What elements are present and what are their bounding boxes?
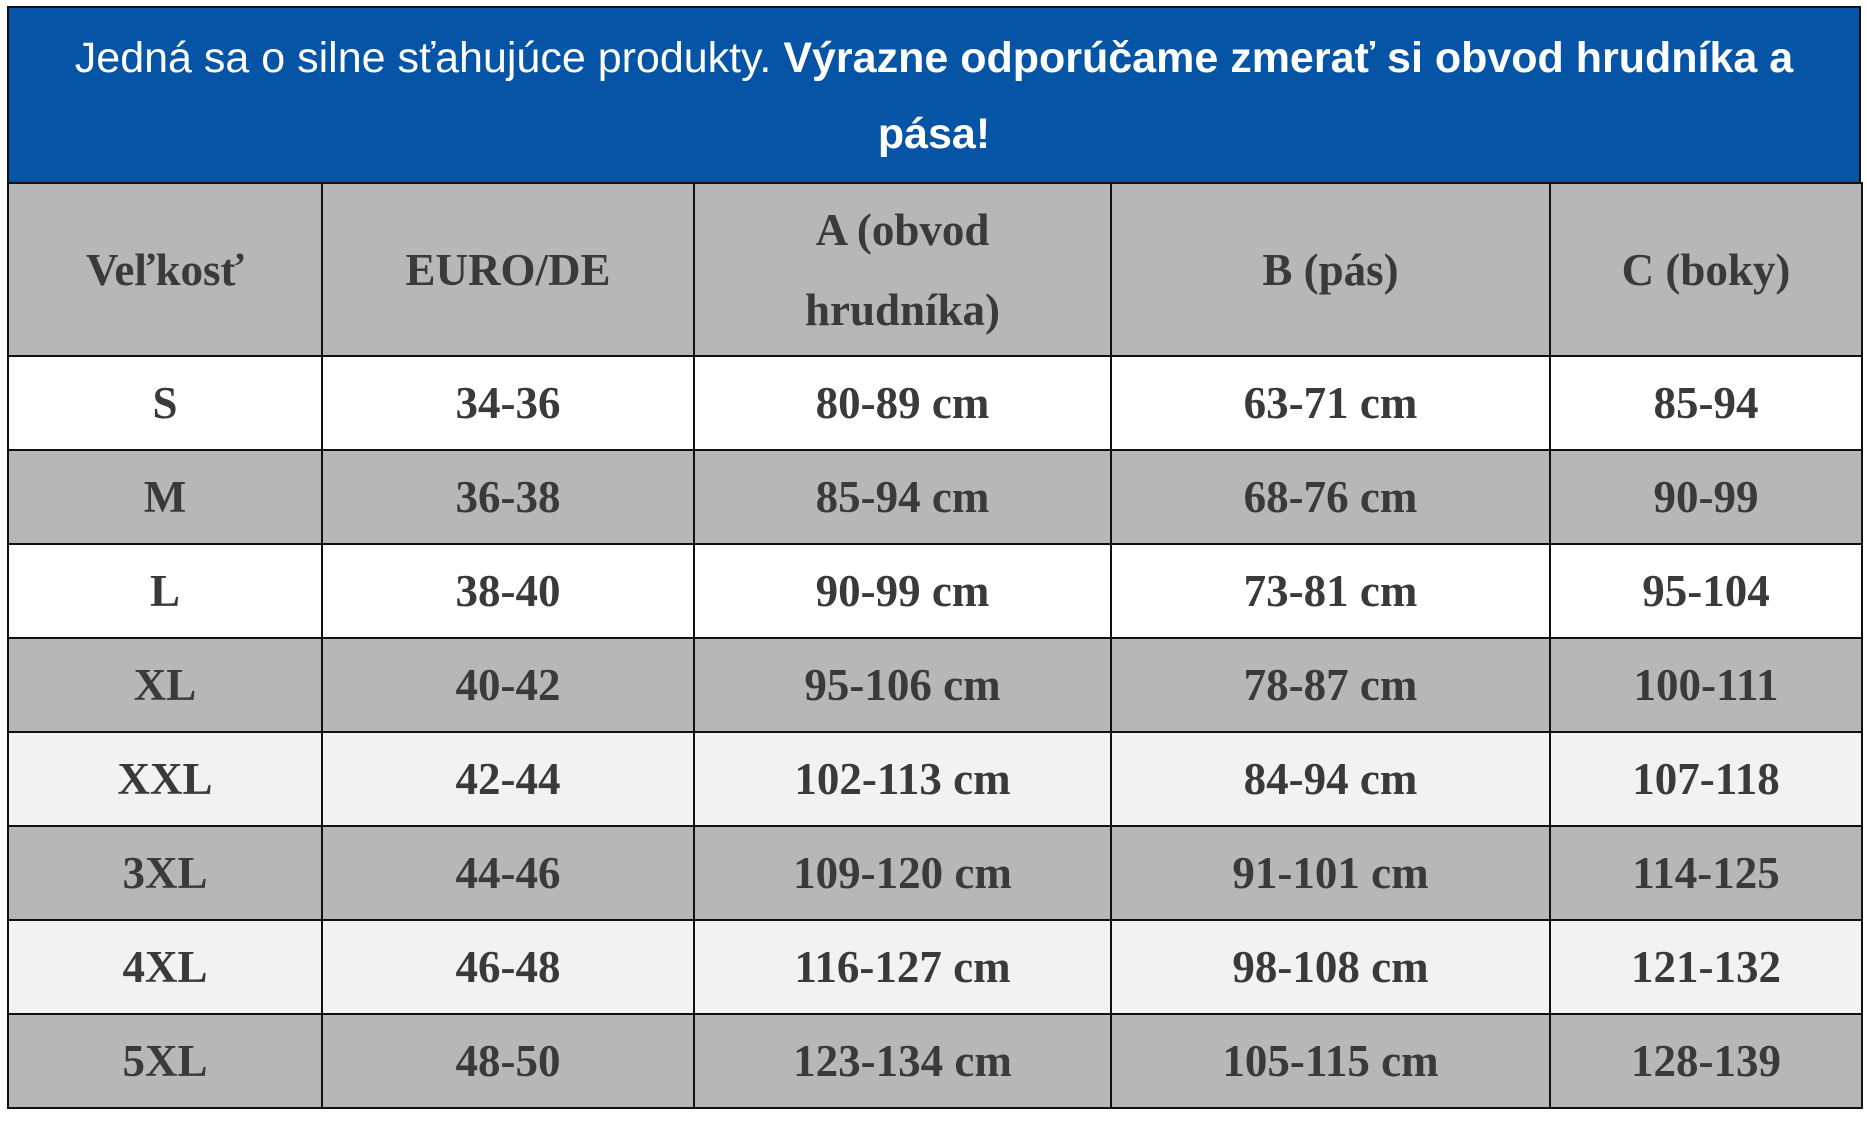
table-cell: 90-99 (1549, 449, 1863, 545)
table-cell: 63-71 cm (1110, 355, 1551, 451)
header-cell: A (obvod hrudníka) (693, 182, 1112, 357)
table-cell: 114-125 (1549, 825, 1863, 921)
table-cell: 5XL (7, 1013, 323, 1109)
table-cell: 105-115 cm (1110, 1013, 1551, 1109)
table-row: 3XL 44-46 109-120 cm 91-101 cm 114-125 (7, 825, 1863, 921)
table-header: Veľkosť EURO/DE A (obvod hrudníka) B (pás) C… (7, 182, 1863, 357)
table-cell: 4XL (7, 919, 323, 1015)
table-cell: 109-120 cm (693, 825, 1112, 921)
table-cell: 100-111 (1549, 637, 1863, 733)
table-cell: 3XL (7, 825, 323, 921)
table-cell: 48-50 (321, 1013, 695, 1109)
table-cell: 90-99 cm (693, 543, 1112, 639)
table-row: L 38-40 90-99 cm 73-81 cm 95-104 (7, 543, 1863, 639)
table-cell: S (7, 355, 323, 451)
table-cell: M (7, 449, 323, 545)
table-cell: 78-87 cm (1110, 637, 1551, 733)
table-row: 4XL 46-48 116-127 cm 98-108 cm 121-132 (7, 919, 1863, 1015)
table-row: S 34-36 80-89 cm 63-71 cm 85-94 (7, 355, 1863, 451)
table-row: 5XL 48-50 123-134 cm 105-115 cm 128-139 (7, 1013, 1863, 1109)
table-cell: 80-89 cm (693, 355, 1112, 451)
table-cell: 68-76 cm (1110, 449, 1551, 545)
banner: Jedná sa o silne sťahujúce produkty. Výr… (7, 6, 1861, 182)
table-cell: 34-36 (321, 355, 695, 451)
table-cell: L (7, 543, 323, 639)
header-cell: B (pás) (1110, 182, 1551, 357)
table-cell: XXL (7, 731, 323, 827)
table-cell: 42-44 (321, 731, 695, 827)
table-body: S 34-36 80-89 cm 63-71 cm 85-94 M 36-38 85-94 c… (7, 355, 1863, 1109)
table-row: M 36-38 85-94 cm 68-76 cm 90-99 (7, 449, 1863, 545)
table-cell: 84-94 cm (1110, 731, 1551, 827)
table-cell: 46-48 (321, 919, 695, 1015)
table-cell: 40-42 (321, 637, 695, 733)
table-cell: 73-81 cm (1110, 543, 1551, 639)
table-cell: 121-132 (1549, 919, 1863, 1015)
table-cell: 102-113 cm (693, 731, 1112, 827)
table-cell: 85-94 (1549, 355, 1863, 451)
table-cell: 107-118 (1549, 731, 1863, 827)
table-cell: 44-46 (321, 825, 695, 921)
table-cell: 128-139 (1549, 1013, 1863, 1109)
table-cell: 95-106 cm (693, 637, 1112, 733)
header-cell: C (boky) (1549, 182, 1863, 357)
table-cell: 95-104 (1549, 543, 1863, 639)
banner-text: Jedná sa o silne sťahujúce produkty. (74, 34, 772, 82)
table-cell: 123-134 cm (693, 1013, 1112, 1109)
header-row: Veľkosť EURO/DE A (obvod hrudníka) B (pás) C… (7, 182, 1863, 357)
table-row: XL 40-42 95-106 cm 78-87 cm 100-111 (7, 637, 1863, 733)
table-row: XXL 42-44 102-113 cm 84-94 cm 107-118 (7, 731, 1863, 827)
table-cell: 36-38 (321, 449, 695, 545)
table-cell: 38-40 (321, 543, 695, 639)
header-cell: Veľkosť (7, 182, 323, 357)
table-cell: 98-108 cm (1110, 919, 1551, 1015)
size-table: Veľkosť EURO/DE A (obvod hrudníka) B (pás) C… (7, 182, 1863, 1109)
header-cell: EURO/DE (321, 182, 695, 357)
table-cell: 85-94 cm (693, 449, 1112, 545)
table-cell: 116-127 cm (693, 919, 1112, 1015)
table-cell: XL (7, 637, 323, 733)
banner-emphasis: Výrazne odporúčame zmerať si obvod hrudn… (783, 34, 1794, 158)
table-cell: 91-101 cm (1110, 825, 1551, 921)
